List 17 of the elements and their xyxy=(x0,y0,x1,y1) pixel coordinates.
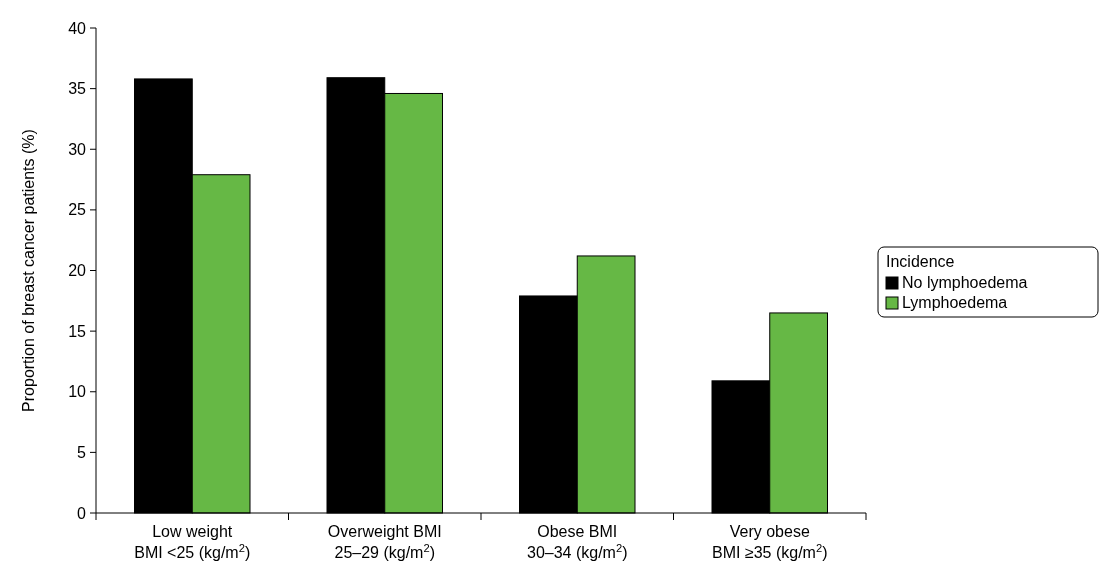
y-tick-label: 5 xyxy=(77,443,87,461)
x-tick-label: Very obese BMI ≥35 (kg/m$^{2}$) xyxy=(712,523,828,561)
y-tick-label: 20 xyxy=(68,262,87,280)
y-tick-label: 25 xyxy=(68,201,87,219)
y-tick-label: 10 xyxy=(68,383,87,401)
legend-label: Lymphoedema xyxy=(902,294,1008,311)
y-tick-label: 35 xyxy=(68,80,87,98)
x-tick-label: Low weight BMI <25 (kg/m$^{2}$) xyxy=(134,523,251,561)
x-tick-label: Overweight BMI 25–29 (kg/m$^{2}$) xyxy=(327,523,442,561)
y-tick-label: 30 xyxy=(68,140,87,158)
y-axis-title: Proportion of breast cancer patients (%) xyxy=(20,129,37,412)
legend-label: No lymphoedema xyxy=(902,274,1028,291)
legend-title: Incidence xyxy=(886,253,955,270)
y-tick-label: 0 xyxy=(77,504,87,522)
y-tick-label: 40 xyxy=(68,19,87,37)
y-tick-label: 15 xyxy=(68,322,87,340)
x-tick-label: Obese BMI 30–34 (kg/m$^{2}$) xyxy=(527,523,628,561)
